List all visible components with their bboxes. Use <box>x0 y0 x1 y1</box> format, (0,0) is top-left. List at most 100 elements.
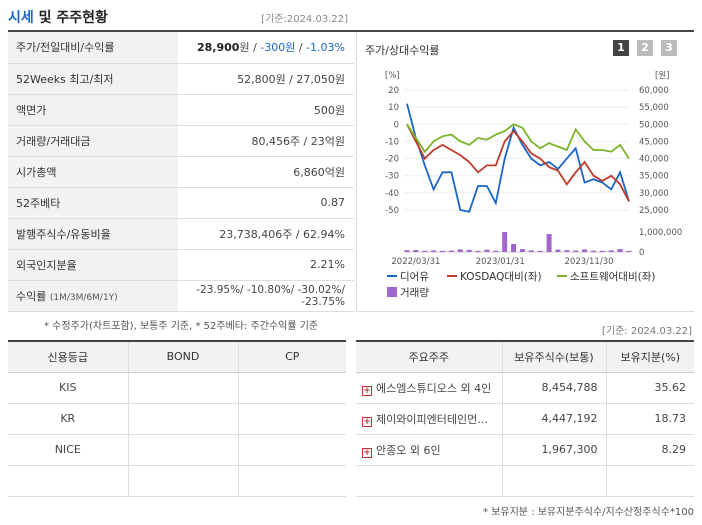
info-label: 52Weeks 최고/최저 <box>8 63 178 95</box>
legend-volume-swatch <box>387 287 397 297</box>
header-divider <box>8 30 694 32</box>
volume-bar <box>448 250 454 252</box>
right-axis-tick: 55,000 <box>639 103 669 113</box>
info-label: 주가/전일대비/수익률 <box>8 32 178 64</box>
left-axis-tick: 0 <box>394 120 399 130</box>
series-line-0 <box>406 103 630 213</box>
right-axis-tick: 30,000 <box>639 189 669 199</box>
left-axis-tick: -10 <box>385 137 399 147</box>
chart-panel: 주가/상대수익률 1 2 3 [%] [원] 20 10 0 -10 -20 -30 -40 -5… <box>356 32 694 312</box>
holder-shares: 4,447,192 <box>502 403 607 435</box>
holder-name: 에스엠스튜디오스 외 4인 <box>376 381 492 395</box>
credit-header-bond: BOND <box>128 341 239 373</box>
chart-title: 주가/상대수익률 <box>365 44 440 57</box>
info-label: 외국인지분율 <box>8 249 178 281</box>
expand-icon[interactable]: + <box>362 385 372 396</box>
info-value: 6,860억원 <box>178 156 354 188</box>
volume-bar <box>555 249 561 252</box>
right-axis-tick: 60,000 <box>639 86 669 96</box>
chart-page-3-button[interactable]: 3 <box>661 40 677 56</box>
info-value: 52,800원 / 27,050원 <box>178 63 354 95</box>
credit-header-cp: CP <box>238 341 346 373</box>
info-row-price: 주가/전일대비/수익률 28,900원 / -300원 / -1.03% <box>8 32 354 64</box>
section-title: 시세 및 주주현황 <box>8 10 108 26</box>
info-value: 500원 <box>178 94 354 126</box>
left-axis-unit: [%] <box>385 71 400 81</box>
volume-bar <box>431 250 437 252</box>
volume-bar <box>564 250 570 252</box>
chart-page-1-button[interactable]: 1 <box>613 40 629 56</box>
major-holders-table: 주요주주 보유주식수(보통) 보유지분(%) + 에스엠스튜디오스 외 4인 8,4… <box>356 340 694 497</box>
holder-header-shares: 보유주식수(보통) <box>502 341 607 373</box>
x-axis-tick: 2022/03/31 <box>391 257 440 267</box>
chart-footnote: * 수정주가(차트포함), 보통주 기준, * 52주베타: 주간수익률 기준 <box>44 321 319 332</box>
legend-volume-label: 거래량 <box>400 287 429 299</box>
table-row: + 제이와이피엔터테인먼… 4,447,192 18.73 <box>356 403 694 435</box>
legend-dearu-label: 디어유 <box>400 271 429 283</box>
table-row: KIS <box>8 372 346 404</box>
info-value: 2.21% <box>178 249 354 281</box>
price-change: -300원 <box>260 41 296 55</box>
holder-name: 제이와이피엔터테인먼… <box>376 412 489 426</box>
volume-bar <box>440 250 446 252</box>
info-row-shares: 발행주식수/유동비율 23,738,406주 / 62.94% <box>8 218 354 250</box>
info-value: 80,456주 / 23억원 <box>178 125 354 157</box>
volume-bar <box>528 250 534 252</box>
legend-software-label: 소프트웨어대비(좌) <box>570 271 655 283</box>
info-label: 거래량/거래대금 <box>8 125 178 157</box>
info-value: -23.95%/ -10.80%/ -30.02%/ -23.75% <box>178 280 354 312</box>
holder-percent: 18.73 <box>606 403 694 435</box>
expand-icon[interactable]: + <box>362 447 372 458</box>
left-axis-tick: -20 <box>385 155 399 165</box>
holder-name: 안종오 외 6인 <box>376 443 441 457</box>
volume-bar <box>457 249 463 252</box>
right-axis-tick: 45,000 <box>639 137 669 147</box>
volume-bar <box>404 250 410 252</box>
volume-bar <box>599 250 605 252</box>
volume-bar <box>484 249 490 252</box>
current-price: 28,900 <box>197 41 240 55</box>
info-label: 52주베타 <box>8 187 178 219</box>
volume-bar <box>422 250 428 252</box>
price-info-table: 주가/전일대비/수익률 28,900원 / -300원 / -1.03% 52W… <box>8 32 354 312</box>
volume-bar <box>582 249 588 252</box>
info-label: 액면가 <box>8 94 178 126</box>
holder-footnote: * 보유지분 : 보유지분주식수/지수산정주식수*100 <box>483 507 694 518</box>
info-row-par-value: 액면가 500원 <box>8 94 354 126</box>
expand-icon[interactable]: + <box>362 416 372 427</box>
series-line-1 <box>406 123 630 202</box>
volume-bar <box>475 250 481 252</box>
chart-page-2-button[interactable]: 2 <box>637 40 653 56</box>
volume-axis-tick: 0 <box>639 248 644 258</box>
volume-bar <box>502 232 508 252</box>
price-change-rate: -1.03% <box>306 41 345 55</box>
table-row: + 에스엠스튜디오스 외 4인 8,454,788 35.62 <box>356 372 694 404</box>
info-label: 발행주식수/유동비율 <box>8 218 178 250</box>
volume-bar <box>546 234 552 252</box>
volume-bar <box>608 250 614 252</box>
info-label-sub: (1M/3M/6M/1Y) <box>49 292 118 303</box>
volume-bar <box>413 250 419 252</box>
info-row-52weeks: 52Weeks 최고/최저 52,800원 / 27,050원 <box>8 63 354 95</box>
table-row <box>356 465 694 497</box>
info-row-beta: 52주베타 0.87 <box>8 187 354 219</box>
table-row: KR <box>8 403 346 435</box>
info-row-volume: 거래량/거래대금 80,456주 / 23억원 <box>8 125 354 157</box>
right-axis-unit: [원] <box>655 71 669 81</box>
table-row <box>8 465 346 497</box>
holder-percent: 8.29 <box>606 434 694 466</box>
left-axis-tick: -50 <box>385 206 399 216</box>
holder-shares: 1,967,300 <box>502 434 607 466</box>
series-line-2 <box>406 123 630 160</box>
right-axis-tick: 50,000 <box>639 120 669 130</box>
x-axis-tick: 2023/01/31 <box>476 257 525 267</box>
legend-kosdaq-label: KOSDAQ대비(좌) <box>460 271 542 283</box>
credit-header-rating: 신용등급 <box>8 341 129 373</box>
info-row-foreign: 외국인지분율 2.21% <box>8 249 354 281</box>
volume-bar <box>573 250 579 252</box>
volume-axis-tick: 1,000,000 <box>639 228 682 238</box>
left-axis-tick: -40 <box>385 189 399 199</box>
left-axis-tick: 10 <box>388 103 399 113</box>
as-of-date: [기준:2024.03.22] <box>261 14 348 25</box>
info-row-returns: 수익률 (1M/3M/6M/1Y) -23.95%/ -10.80%/ -30.0… <box>8 280 354 312</box>
